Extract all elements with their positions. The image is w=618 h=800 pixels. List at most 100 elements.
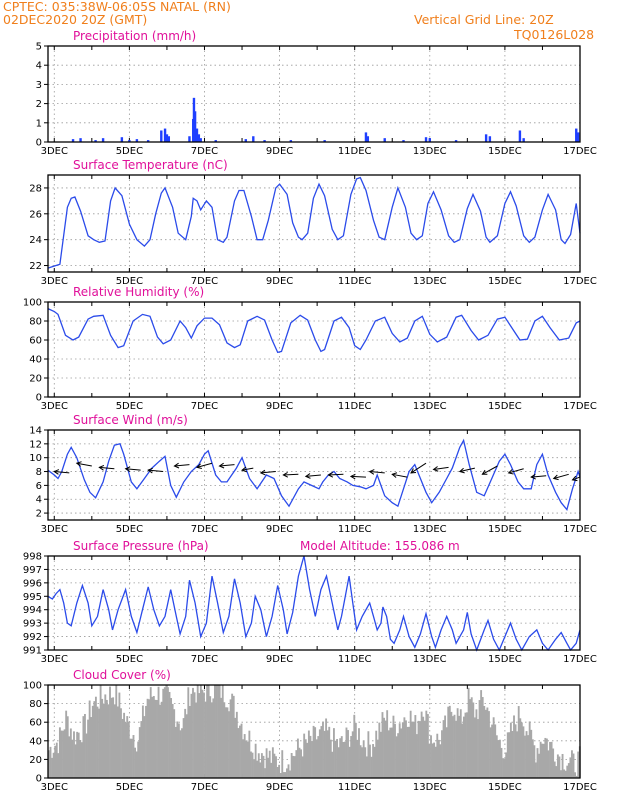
cloud-bar [226,707,229,778]
cloud-bar [110,697,113,778]
precip-bar [120,137,124,142]
x-tick-label: 11DEC [338,276,372,287]
cloud-bar [215,685,218,778]
cloud-bar [577,751,580,778]
panel-5: 0 20 40 60 80 100 3DEC 5DEC 7DEC 9DEC 11DEC 13DEC 15… [23,668,597,793]
cloud-bar [564,770,567,778]
cloud-bar [68,736,71,778]
wind-arrow-head [481,469,488,475]
cloud-bar [322,721,324,778]
cloud-bar [415,734,418,778]
wind-arrow [54,471,70,474]
cloud-bar [470,697,473,778]
cloud-bar [73,731,75,778]
cloud-bar [571,750,573,778]
wind-arrow [99,466,115,470]
cloud-bar [176,721,179,778]
cloud-bar [558,756,561,778]
x-tick-label: 17DEC [563,401,597,412]
wind-arrow [392,473,408,478]
precip-bar [160,130,163,142]
wind-arrow-head [530,473,536,480]
cloud-bar [250,751,252,778]
x-tick-label: 13DEC [413,401,447,412]
cloud-bar [168,691,171,778]
wind-arrow [459,467,475,473]
cloud-bar [290,753,293,778]
precip-bar [484,134,488,142]
cloud-bar [448,705,451,778]
x-tick-label: 3DEC [41,146,68,157]
cloud-bar [472,702,475,778]
y-tick-label: 4 [36,61,42,72]
precip-bar [244,139,247,142]
wind-arrow [148,469,164,473]
cloud-bar [405,720,407,778]
cloud-bar [348,746,351,778]
x-tick-label: 5DEC [116,146,143,157]
cloud-bar [314,727,317,778]
cloud-bar [129,738,132,778]
cloud-bar [157,686,160,778]
cloud-bar [293,756,296,778]
cloud-bar [326,730,329,778]
wind-arrow [369,471,385,474]
wind-arrow-head [53,469,60,475]
cloud-bar [458,715,461,778]
cloud-bar [207,685,210,778]
wind-arrow [196,462,213,468]
precip-bar [94,140,97,142]
cloud-bar [118,692,121,778]
x-tick-label: 5DEC [116,782,143,793]
precip-bar [518,130,522,142]
panel-title: Precipitation (mm/h) [73,29,196,43]
cloud-bar [295,750,298,778]
cloud-bar [524,735,526,778]
x-tick-label: 15DEC [488,654,522,665]
x-tick-label: 3DEC [41,654,68,665]
precip-bar [402,140,405,142]
cloud-bar [439,744,442,778]
cloud-bar [566,765,569,778]
header-location: CPTEC: 035:38W-06:05S NATAL (RN) [3,0,231,14]
cloud-bar [552,748,555,778]
panel-frame [47,429,581,521]
cloud-bar [477,719,479,778]
y-tick-label: 60 [29,718,42,729]
y-tick-label: 993 [23,619,42,630]
cloud-bar [156,700,158,778]
cloud-bar [60,730,63,778]
cloud-bar [91,705,94,778]
series-line [47,308,581,354]
cloud-bar [112,697,115,778]
cloud-bar [251,752,254,778]
cloud-bar [71,739,74,778]
y-tick-label: 10 [29,453,42,464]
cloud-bar [49,746,52,778]
precip-bar [101,138,105,142]
cloud-bar [143,716,146,778]
wind-arrow-head [458,467,465,474]
cloud-bar [467,687,470,778]
cloud-bar [456,708,459,778]
cloud-bar [394,723,396,778]
cloud-bar [235,711,238,778]
cloud-bar [520,722,523,778]
cloud-bar [412,721,415,778]
cloud-bar [329,739,332,778]
cloud-bar [109,686,111,778]
cloud-bar [242,739,245,778]
cloud-bar [325,718,328,778]
cloud-bar [94,696,97,778]
cloud-bar [556,754,559,778]
cloud-bar [484,709,487,778]
cloud-bar [287,764,290,778]
x-tick-label: 17DEC [563,654,597,665]
cloud-bar [48,750,50,778]
cloud-bar [386,710,389,778]
cloud-bar [196,685,199,778]
cloud-bar [317,736,320,778]
wind-arrow [410,462,427,474]
cloud-bar [340,736,343,778]
